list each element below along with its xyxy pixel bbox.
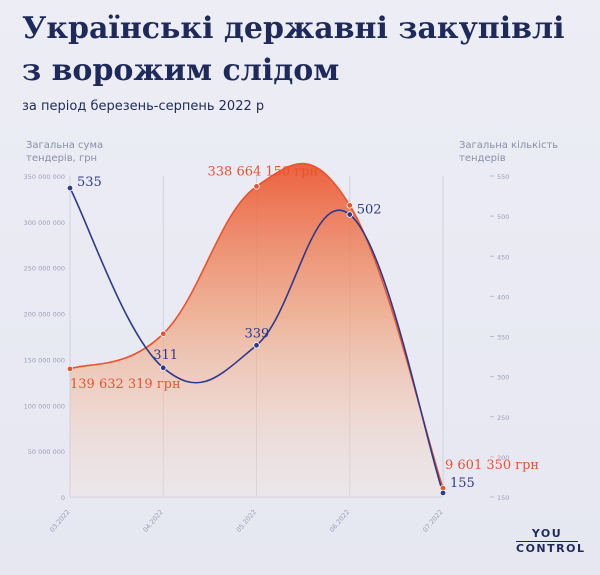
page-title: Українські державні закупівлі з ворожим … [22, 11, 565, 88]
amount-point [346, 202, 353, 209]
left-tick-label: 200 000 000 [24, 311, 65, 319]
right-tick-label: 550 [497, 173, 509, 181]
count-data-label: 311 [153, 348, 178, 363]
left-axis-title: Загальна сума тендерів, грн [26, 140, 104, 164]
left-tick-label: 100 000 000 [24, 402, 65, 410]
count-point [66, 184, 74, 192]
x-tick-label: 07.2022 [421, 508, 444, 534]
count-data-label: 339 [245, 326, 270, 341]
x-tick-label: 04.2022 [141, 508, 164, 534]
count-point [160, 364, 167, 371]
right-tick-label: 400 [497, 293, 509, 301]
amount-data-label: 139 632 319 грн [70, 377, 181, 392]
right-tick-label: 500 [497, 213, 509, 221]
count-line [69, 187, 444, 494]
right-tick-label: 150 [497, 494, 509, 502]
right-tick-label: 300 [497, 374, 509, 382]
amount-point [253, 183, 260, 190]
count-point [346, 211, 353, 218]
youcontrol-logo: YOU CONTROL [516, 527, 586, 555]
left-tick-label: 0 [61, 494, 65, 502]
left-tick-label: 350 000 000 [24, 173, 65, 181]
amount-data-label: 338 664 150 грн [208, 164, 319, 179]
amount-point [66, 365, 74, 373]
left-tick-label: 50 000 000 [28, 448, 65, 456]
x-tick-label: 06.2022 [328, 508, 351, 534]
left-tick-label: 300 000 000 [24, 219, 65, 227]
amount-point [160, 330, 167, 337]
right-tick-label: 350 [497, 334, 509, 342]
right-axis-title: Загальна кількість тендерів [459, 140, 559, 164]
right-tick-label: 200 [497, 454, 509, 462]
page-subtitle: за період березень-серпень 2022 р [22, 99, 265, 114]
amount-data-label: 9 601 350 грн [445, 458, 539, 473]
count-data-label: 155 [450, 476, 475, 491]
right-tick-label: 250 [497, 414, 509, 422]
count-point [439, 489, 447, 497]
count-data-label: 502 [357, 203, 382, 218]
count-data-label: 535 [77, 175, 102, 190]
x-tick-label: 03.2022 [48, 508, 71, 534]
x-tick-label: 05.2022 [235, 508, 258, 534]
amount-line [69, 162, 444, 489]
count-point [253, 342, 260, 349]
left-tick-label: 150 000 000 [24, 356, 65, 364]
right-tick-label: 450 [497, 253, 509, 261]
left-tick-label: 250 000 000 [24, 265, 65, 273]
amount-area [70, 163, 443, 498]
